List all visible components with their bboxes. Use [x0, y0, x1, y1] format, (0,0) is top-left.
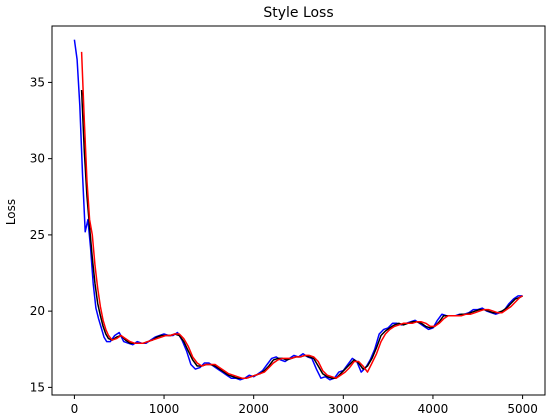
series-line-3 — [80, 51, 523, 379]
x-tick-label: 1000 — [149, 402, 180, 416]
plot-frame — [51, 25, 546, 396]
x-tick-label: 5000 — [507, 402, 538, 416]
x-tick-label: 4000 — [418, 402, 449, 416]
y-tick-label: 15 — [30, 380, 45, 394]
x-axis-ticks: 0 1000 2000 3000 4000 5000 — [71, 395, 538, 416]
series-layer — [73, 39, 523, 381]
y-axis-ticks: 15 20 25 30 35 — [30, 75, 52, 394]
y-tick-label: 25 — [30, 228, 45, 242]
chart-title: Style Loss — [263, 5, 333, 21]
x-tick-label: 3000 — [328, 402, 359, 416]
y-tick-label: 30 — [30, 152, 45, 166]
x-tick-label: 0 — [71, 402, 79, 416]
series-line-2 — [80, 89, 523, 379]
x-tick-label: 2000 — [238, 402, 269, 416]
y-tick-label: 20 — [30, 304, 45, 318]
series-line-1 — [73, 39, 523, 381]
y-tick-label: 35 — [30, 75, 45, 89]
y-axis-label: Loss — [4, 199, 18, 225]
